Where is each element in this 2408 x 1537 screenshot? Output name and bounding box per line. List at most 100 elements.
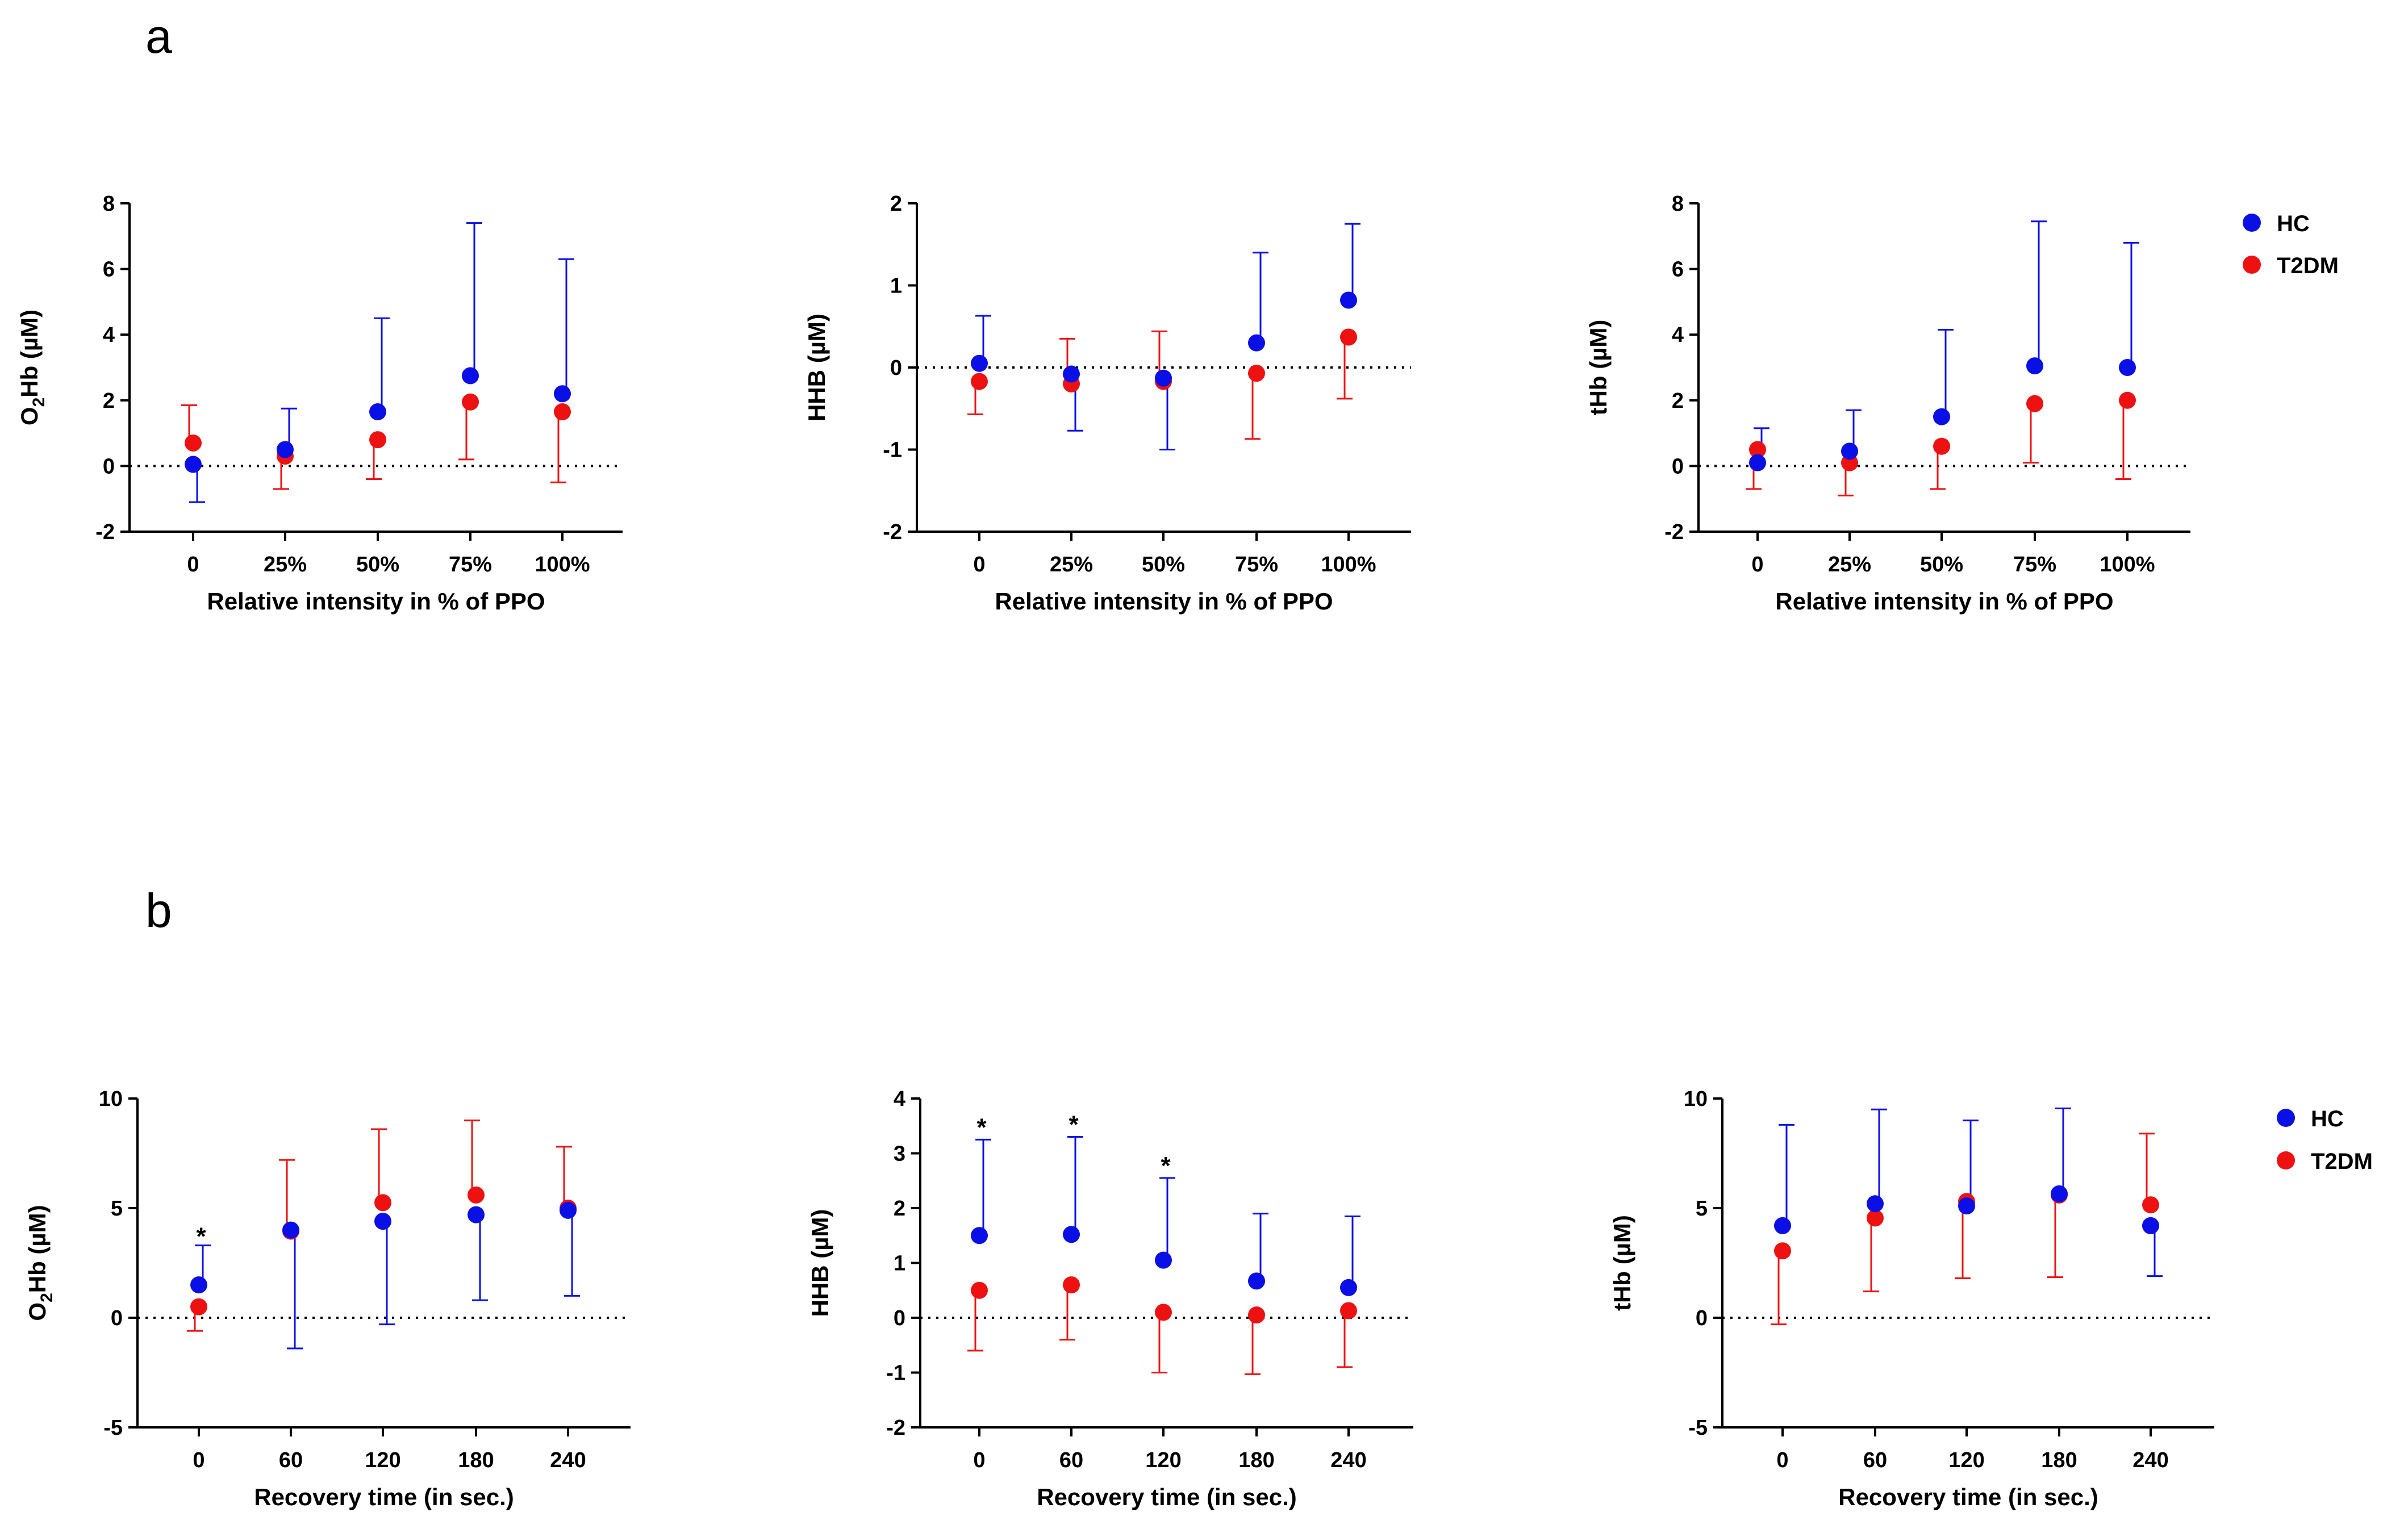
x-axis-title: Recovery time (in sec.) <box>1838 1484 2098 1510</box>
y-tick-label: 0 <box>103 454 115 478</box>
data-point-t2dm <box>1155 1304 1172 1321</box>
x-tick-label: 0 <box>1751 553 1763 577</box>
y-tick-label: 6 <box>103 258 115 282</box>
legend-top: HC T2DM <box>2243 211 2339 278</box>
y-tick-label: 2 <box>103 389 115 413</box>
significance-marker: * <box>196 1222 206 1250</box>
x-tick-label: 75% <box>1235 553 1278 577</box>
x-tick-label: 25% <box>264 553 307 577</box>
data-point-hc <box>971 1227 988 1244</box>
x-tick-label: 180 <box>1238 1448 1274 1472</box>
series-t2dm <box>187 1120 572 1332</box>
y-tick-label: 2 <box>1672 389 1684 413</box>
data-point-t2dm <box>1248 1306 1265 1324</box>
data-point-hc <box>1155 1251 1172 1269</box>
data-point-t2dm <box>374 1194 391 1212</box>
x-tick-label: 60 <box>279 1448 303 1472</box>
x-axis-title: Relative intensity in % of PPO <box>1775 588 2113 615</box>
y-tick-label: 10 <box>99 1087 123 1111</box>
data-point-t2dm <box>1867 1209 1884 1227</box>
x-tick-label: 120 <box>365 1448 400 1472</box>
x-tick-label: 240 <box>1330 1448 1366 1472</box>
data-point-t2dm <box>1340 328 1357 346</box>
data-point-hc <box>971 354 988 372</box>
data-point-t2dm <box>2026 395 2043 412</box>
y-axis-title: HHB (µM) <box>807 1209 833 1317</box>
data-point-t2dm <box>369 431 386 449</box>
data-point-hc <box>1248 1272 1265 1290</box>
significance-marker: * <box>1069 1111 1079 1139</box>
x-tick-label: 75% <box>449 553 492 577</box>
data-point-hc <box>1248 334 1265 352</box>
y-tick-label: 10 <box>1684 1087 1708 1111</box>
data-point-hc <box>554 385 571 403</box>
data-point-hc <box>1774 1217 1791 1234</box>
legend-hc-label: HC <box>2277 211 2310 236</box>
chart-a3: -2 0 2 4 6 8 0 25% 50% 75% 100% Relative intensity … <box>1585 192 2190 615</box>
data-point-t2dm <box>971 1281 988 1299</box>
legend-hc-label: HC <box>2311 1106 2344 1131</box>
data-point-hc <box>374 1213 391 1230</box>
x-tick-label: 240 <box>2132 1448 2168 1472</box>
series-hc <box>1779 1107 2163 1277</box>
data-point-hc <box>1155 369 1172 387</box>
y-tick-label: -5 <box>103 1416 123 1440</box>
legend-bottom: HC T2DM <box>2277 1106 2373 1174</box>
y-tick-label: 0 <box>1696 1306 1708 1330</box>
x-tick-label: 0 <box>1776 1448 1788 1472</box>
significance-marker: * <box>1161 1152 1171 1180</box>
y-tick-label: -1 <box>883 438 902 462</box>
y-tick-label: -2 <box>883 520 902 544</box>
x-tick-label: 120 <box>1145 1448 1181 1472</box>
y-tick-label: 6 <box>1672 258 1684 282</box>
y-tick-label: 1 <box>894 1252 905 1276</box>
legend-t2dm-label: T2DM <box>2277 253 2339 278</box>
chart-a1: -2 0 2 4 6 8 0 25% 50% 75% 100% Relative intensity … <box>16 192 623 615</box>
significance-marker: * <box>976 1113 987 1141</box>
data-point-t2dm <box>1933 437 1950 455</box>
series-hc <box>189 222 574 503</box>
y-axis-title-part: O <box>24 1302 51 1321</box>
x-axis-title: Relative intensity in % of PPO <box>995 588 1333 615</box>
series-t2dm <box>181 402 566 490</box>
data-point-hc <box>282 1221 299 1239</box>
legend-t2dm-label: T2DM <box>2311 1149 2373 1174</box>
data-point-hc <box>2142 1217 2159 1234</box>
y-tick-label: -2 <box>95 520 115 544</box>
series-hc <box>975 223 1361 450</box>
x-tick-label: 50% <box>1920 553 1963 577</box>
data-point-hc <box>1958 1197 1975 1215</box>
x-axis-title: Relative intensity in % of PPO <box>207 588 545 615</box>
data-point-t2dm <box>1749 441 1766 458</box>
x-tick-label: 180 <box>2041 1448 2077 1472</box>
legend-t2dm-marker <box>2243 256 2261 274</box>
series-t2dm <box>967 1285 1353 1375</box>
data-point-hc <box>560 1201 577 1219</box>
series-t2dm <box>1771 1133 2155 1326</box>
data-point-t2dm <box>971 373 988 390</box>
data-point-hc <box>2119 359 2136 376</box>
x-tick-label: 60 <box>1059 1448 1083 1472</box>
y-tick-label: -2 <box>886 1416 905 1440</box>
y-tick-label: 5 <box>111 1197 123 1221</box>
charts: -2 0 2 4 6 8 0 25% 50% 75% 100% Relative intensity … <box>16 192 2214 1510</box>
data-point-t2dm <box>1248 365 1265 382</box>
y-tick-label: -2 <box>1664 520 1684 544</box>
data-point-t2dm <box>1063 1276 1080 1294</box>
data-point-hc <box>2051 1185 2068 1202</box>
y-tick-label: 0 <box>1672 454 1684 478</box>
data-point-hc <box>277 441 294 458</box>
y-axis-title: O2Hb (µM) <box>24 1205 56 1321</box>
x-tick-label: 50% <box>356 553 399 577</box>
y-tick-label: 3 <box>894 1142 905 1166</box>
y-axis-title-part: Hb (µM) <box>24 1205 51 1293</box>
series-hc <box>195 1210 580 1350</box>
x-tick-label: 0 <box>187 553 199 577</box>
x-tick-label: 25% <box>1050 553 1093 577</box>
x-tick-label: 75% <box>2013 553 2056 577</box>
data-point-t2dm <box>185 434 202 452</box>
y-tick-label: 8 <box>103 192 115 216</box>
series-hc <box>1754 220 2139 463</box>
x-tick-label: 180 <box>458 1448 494 1472</box>
data-point-hc <box>468 1206 485 1223</box>
